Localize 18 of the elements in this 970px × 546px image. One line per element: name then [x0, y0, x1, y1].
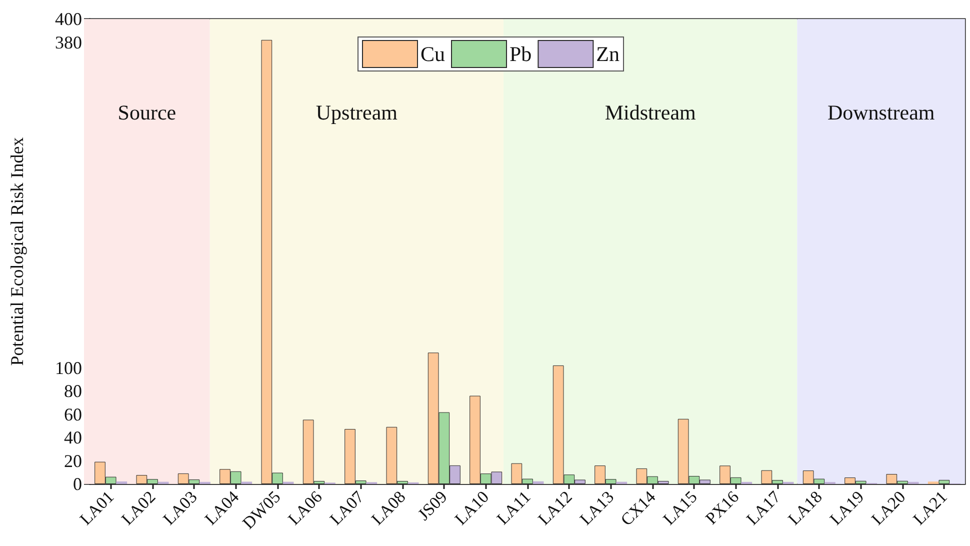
y-tick-label: 100 — [55, 358, 82, 378]
band-label: Downstream — [827, 100, 935, 124]
y-tick-label: 20 — [64, 450, 82, 471]
band-label: Upstream — [316, 100, 398, 124]
y-tick-label: 40 — [64, 428, 82, 448]
band-label: Midstream — [604, 100, 696, 124]
legend-label: Pb — [510, 42, 532, 66]
y-tick-label: 80 — [64, 381, 82, 401]
y-tick-label: 0 — [73, 474, 82, 494]
y-tick-label: 400 — [55, 9, 82, 29]
y-axis-title: Potential Ecological Risk Index — [7, 137, 27, 366]
y-tick-label: 380 — [55, 32, 82, 52]
bar — [116, 481, 128, 484]
legend-label: Zn — [596, 42, 620, 66]
band-label: Source — [118, 100, 176, 124]
bar — [532, 481, 544, 484]
legend-label: Cu — [420, 42, 446, 66]
y-tick-label: 60 — [64, 404, 82, 424]
